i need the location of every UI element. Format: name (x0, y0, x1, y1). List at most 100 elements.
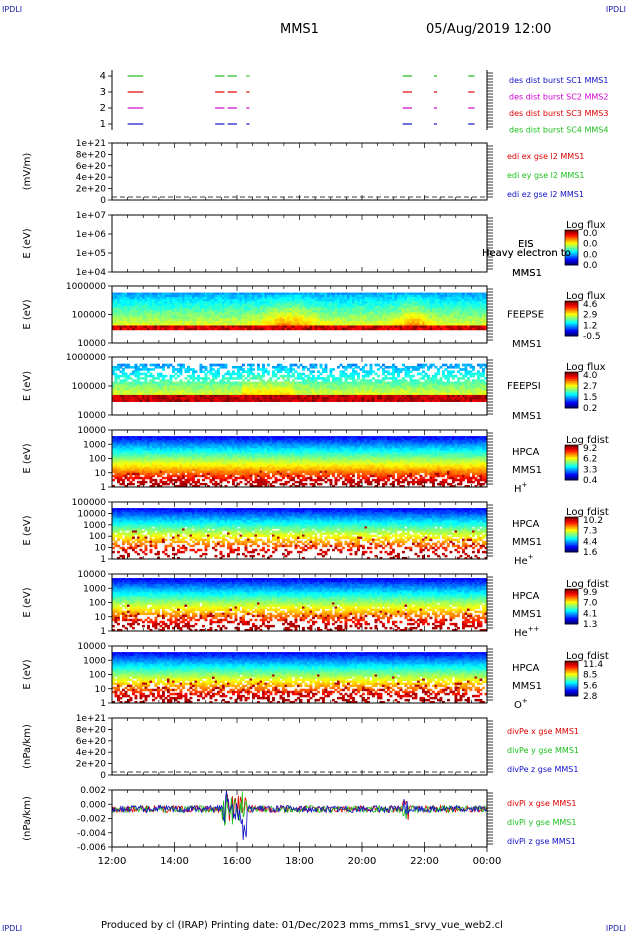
spectrogram-cell (457, 318, 460, 322)
spectrogram-cell (227, 307, 230, 311)
spectrogram-cell (464, 294, 468, 298)
spectrogram-cell (467, 318, 470, 322)
spectrogram-cell (217, 294, 220, 298)
spectrogram-cell (202, 314, 205, 318)
spectrogram-cell (207, 294, 210, 298)
spectrogram-cell (192, 323, 195, 326)
spectrogram-cell (277, 307, 280, 311)
spectrogram-cell (422, 327, 425, 331)
spectrogram-cell (304, 323, 308, 326)
spectrogram-cell (387, 318, 390, 322)
spectrogram-cell (219, 325, 223, 329)
spectrogram-cell (407, 325, 410, 329)
spectrogram-cell (274, 303, 278, 307)
legend-entry: edi ey gse l2 MMS1 (507, 171, 585, 180)
spectrogram-cell (219, 316, 223, 320)
spectrogram-cell (387, 307, 390, 311)
spectrogram-cell (427, 323, 430, 326)
spectrogram-cell (349, 325, 353, 329)
spectrogram-cell (204, 299, 208, 302)
colorbar-segment (565, 258, 578, 261)
spectrogram-cell (112, 301, 115, 304)
spectrogram-cell (437, 314, 440, 318)
spectrogram-cell (449, 318, 453, 322)
spectrogram-cell (249, 372, 253, 376)
spectrogram-cell (114, 386, 118, 389)
spectrogram-cell (174, 310, 178, 313)
spectrogram-cell (397, 305, 400, 309)
spectrogram-cell (449, 296, 453, 300)
spectrogram-cell (149, 374, 153, 378)
spectrogram-cell (269, 323, 273, 326)
spectrogram-cell (254, 299, 258, 302)
spectrogram-cell (122, 394, 125, 398)
spectrogram-cell (197, 316, 200, 320)
spectrogram-cell (194, 377, 198, 380)
spectrogram-cell (282, 316, 285, 320)
spectrogram-cell (169, 327, 173, 331)
spectrogram-cell (237, 325, 240, 329)
spectrogram-cell (289, 303, 293, 307)
spectrogram-cell (457, 292, 460, 296)
spectrogram-cell (309, 321, 313, 324)
spectrogram-cell (382, 325, 385, 329)
spectrogram-cell (129, 325, 133, 329)
spectrogram-cell (332, 368, 335, 371)
spectrogram-cell (194, 318, 198, 322)
spectrogram-cell (164, 327, 168, 331)
spectrogram-cell (132, 390, 135, 394)
spectrogram-cell (264, 294, 268, 298)
spectrogram-cell (127, 363, 130, 367)
spectrogram-cell (259, 327, 263, 331)
spectrogram-cell (249, 307, 253, 311)
spectrogram-cell (204, 294, 208, 298)
spectrogram-cell (362, 294, 365, 298)
spectrogram-cell (214, 303, 218, 307)
spectrogram-cell (319, 321, 323, 324)
spectrogram-cell (372, 314, 375, 318)
spectrogram-cell (309, 296, 313, 300)
spectrogram-cell (432, 327, 435, 331)
spectrogram-cell (374, 314, 378, 318)
spectrogram-cell (402, 310, 405, 313)
spectrogram-cell (454, 323, 458, 326)
spectrogram-cell (247, 318, 250, 322)
spectrogram-cell (127, 294, 130, 298)
corner-label-br: IPDLI (605, 924, 626, 933)
spectrogram-cell (194, 323, 198, 326)
spectrogram-cell (144, 316, 148, 320)
spectrogram-cell (432, 307, 435, 311)
spectrogram-cell (342, 303, 345, 307)
spectrogram-cell (447, 325, 450, 329)
spectrogram-cell (129, 386, 133, 389)
spectrogram-cell (277, 303, 280, 307)
spectrogram-cell (257, 377, 260, 380)
spectrogram-cell (124, 365, 128, 369)
spectrogram-cell (244, 301, 248, 304)
spectrogram-cell (114, 325, 118, 329)
spectrogram-cell (202, 299, 205, 302)
spectrogram-cell (389, 372, 393, 376)
spectrogram-cell (447, 303, 450, 307)
colorbar-segment (565, 315, 578, 318)
spectrogram-cell (252, 305, 255, 309)
spectrogram-cell (174, 325, 178, 329)
spectrogram-cell (352, 399, 355, 403)
colorbar-segment (565, 263, 578, 266)
spectrogram-cell (207, 325, 210, 329)
spectrogram-cell (344, 399, 348, 403)
spectrogram-cell (457, 305, 460, 309)
spectrogram-cell (314, 365, 318, 369)
spectrogram-cell (202, 316, 205, 320)
spectrogram-cell (352, 314, 355, 318)
spectrogram-cell (189, 377, 193, 380)
spectrogram-cell (454, 303, 458, 307)
spectrogram-cell (127, 399, 130, 403)
spectrogram-cell (242, 363, 245, 367)
spectrogram-cell (337, 292, 340, 296)
spectrogram-cell (439, 305, 443, 309)
spectrogram-cell (409, 301, 413, 304)
spectrogram-cell (247, 294, 250, 298)
spectrogram-cell (212, 316, 215, 320)
spectrogram-cell (317, 310, 320, 313)
